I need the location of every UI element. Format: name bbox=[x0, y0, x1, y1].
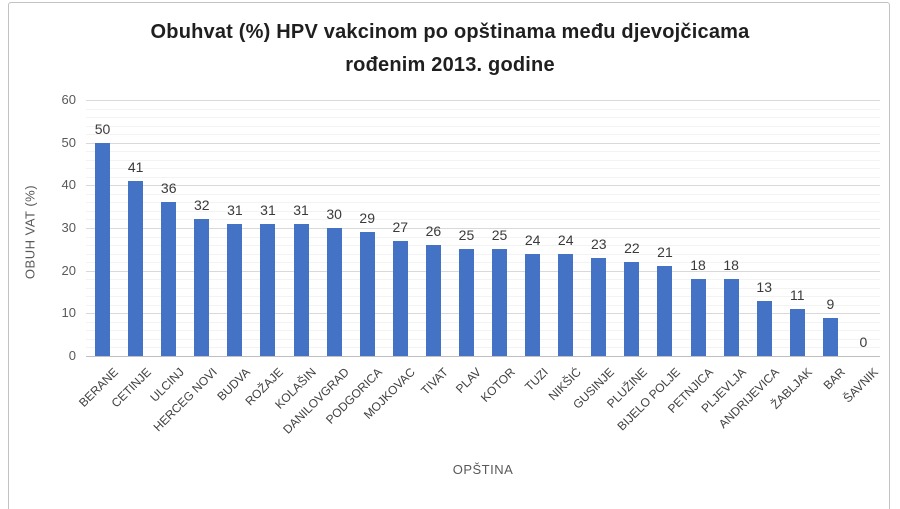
bar-value-label: 23 bbox=[590, 235, 607, 252]
bar-berane bbox=[95, 142, 111, 356]
bar-value-label: 25 bbox=[458, 227, 475, 244]
minor-gridline bbox=[86, 125, 880, 127]
minor-gridline bbox=[86, 151, 880, 153]
minor-gridline bbox=[86, 338, 880, 340]
minor-gridline bbox=[86, 159, 880, 161]
bar-kotor bbox=[492, 249, 508, 356]
y-tick-label: 10 bbox=[61, 305, 76, 321]
bar-value-label: 11 bbox=[790, 287, 805, 304]
bar-value-label: 30 bbox=[326, 206, 342, 222]
bar-petnjica bbox=[690, 279, 706, 356]
bar-budva bbox=[227, 223, 243, 356]
bar-value-label: 0 bbox=[859, 334, 868, 350]
bar-plav bbox=[458, 249, 474, 356]
chart-title-line-1: Obuhvat (%) HPV vakcinom po opštinama me… bbox=[150, 21, 750, 43]
bar-value-label: 27 bbox=[392, 218, 409, 235]
major-gridline bbox=[86, 185, 880, 187]
major-gridline bbox=[86, 228, 880, 229]
minor-gridline bbox=[86, 117, 880, 119]
bar-herceg-novi bbox=[194, 219, 210, 356]
x-axis-line bbox=[86, 356, 880, 357]
bar-bijelo-polje bbox=[657, 266, 673, 356]
bar-value-label: 22 bbox=[624, 240, 640, 257]
bar-ulcinj bbox=[161, 202, 177, 356]
y-tick-label: 30 bbox=[61, 220, 76, 235]
minor-gridline bbox=[86, 321, 880, 323]
y-tick-label: 60 bbox=[61, 92, 76, 107]
minor-gridline bbox=[86, 330, 880, 332]
minor-gridline bbox=[86, 202, 880, 204]
bar-value-label: 31 bbox=[227, 201, 243, 218]
major-gridline bbox=[86, 270, 880, 272]
minor-gridline bbox=[86, 210, 880, 212]
bar-bar bbox=[822, 317, 838, 356]
bar-value-label: 18 bbox=[690, 257, 706, 274]
y-tick-label: 50 bbox=[61, 134, 76, 150]
bar-value-label: 25 bbox=[491, 227, 508, 244]
bar-rožaje bbox=[260, 223, 276, 356]
x-axis-title: OPŠTINA bbox=[452, 462, 514, 477]
bar-value-label: 21 bbox=[657, 244, 673, 261]
bar-value-label: 50 bbox=[94, 120, 111, 137]
major-gridline bbox=[86, 142, 880, 144]
bar-value-label: 41 bbox=[127, 159, 144, 176]
bar-tuzi bbox=[525, 253, 541, 356]
bar-mojkovac bbox=[392, 240, 408, 356]
minor-gridline bbox=[86, 236, 880, 238]
bar-gusinje bbox=[591, 257, 607, 356]
bar-value-label: 36 bbox=[160, 180, 177, 197]
bar-value-label: 29 bbox=[359, 210, 375, 227]
minor-gridline bbox=[86, 193, 880, 195]
bar-podgorica bbox=[359, 232, 375, 356]
bar-cetinje bbox=[128, 181, 144, 356]
bar-value-label: 31 bbox=[260, 201, 276, 218]
bar-value-label: 18 bbox=[723, 257, 739, 274]
minor-gridline bbox=[86, 245, 880, 247]
bar-tivat bbox=[425, 245, 441, 356]
bar-žabljak bbox=[789, 309, 805, 356]
minor-gridline bbox=[86, 134, 880, 136]
bar-value-label: 26 bbox=[425, 223, 442, 240]
major-gridline bbox=[86, 313, 880, 315]
minor-gridline bbox=[86, 219, 880, 221]
bar-andrijevica bbox=[756, 300, 772, 356]
major-gridline bbox=[86, 100, 880, 101]
y-tick-label: 20 bbox=[61, 262, 76, 278]
minor-gridline bbox=[86, 287, 880, 289]
minor-gridline bbox=[86, 262, 880, 264]
bar-value-label: 13 bbox=[756, 278, 772, 295]
bar-danilovgrad bbox=[326, 228, 342, 356]
minor-gridline bbox=[86, 108, 880, 110]
minor-gridline bbox=[86, 296, 880, 298]
y-tick-label: 0 bbox=[68, 348, 76, 363]
minor-gridline bbox=[86, 347, 880, 349]
bar-plužine bbox=[624, 262, 640, 356]
bar-kolašin bbox=[293, 223, 309, 356]
bar-value-label: 32 bbox=[193, 197, 210, 214]
bar-nikšić bbox=[558, 253, 574, 356]
bar-value-label: 24 bbox=[524, 231, 541, 248]
chart-title-line-2: rođenim 2013. godine bbox=[345, 54, 555, 76]
minor-gridline bbox=[86, 168, 880, 170]
chart-title: Obuhvat (%) HPV vakcinom po opštinama me… bbox=[0, 16, 900, 82]
bar-pljevlja bbox=[723, 279, 739, 356]
minor-gridline bbox=[86, 279, 880, 281]
y-axis-title: OBUH VAT (%) bbox=[22, 184, 38, 280]
y-tick-label: 40 bbox=[61, 177, 76, 193]
minor-gridline bbox=[86, 304, 880, 306]
bar-value-label: 24 bbox=[557, 231, 574, 248]
minor-gridline bbox=[86, 253, 880, 255]
minor-gridline bbox=[86, 176, 880, 178]
chart-border-frame bbox=[8, 2, 890, 509]
bar-value-label: 31 bbox=[293, 201, 309, 218]
bar-value-label: 9 bbox=[826, 295, 835, 312]
